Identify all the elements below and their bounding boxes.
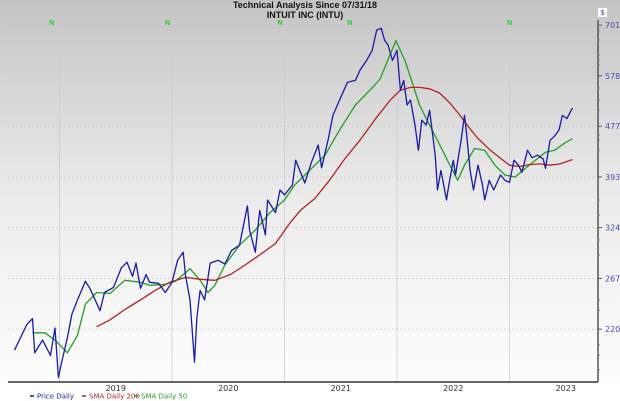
n-marker: N bbox=[277, 20, 282, 27]
legend-label: SMA Daily 50 bbox=[141, 393, 187, 401]
x-tick-label: 2023 bbox=[556, 384, 576, 393]
n-marker: N bbox=[49, 20, 54, 27]
y-tick-label: 267 bbox=[605, 274, 620, 283]
chart-title: Technical Analysis Since 07/31/18 bbox=[233, 0, 377, 10]
n-marker: N bbox=[347, 20, 352, 27]
x-tick-label: 2022 bbox=[443, 384, 463, 393]
series-lines bbox=[13, 27, 574, 379]
legend-label: Price Daily bbox=[37, 393, 74, 401]
y-tick-label: 701 bbox=[605, 21, 620, 30]
n-marker: N bbox=[507, 20, 512, 27]
unit-label-box bbox=[598, 8, 607, 17]
y-tick-label: 220 bbox=[605, 325, 620, 334]
y-ticks: 220 267 324 393 477 578 701 bbox=[598, 21, 620, 371]
y-tick-label: 393 bbox=[605, 173, 620, 182]
gridlines bbox=[8, 20, 598, 382]
x-tick-label: 2021 bbox=[331, 384, 351, 393]
legend: Price Daily SMA Daily 200 SMA Daily 50 bbox=[30, 393, 187, 401]
legend-label: SMA Daily 200 bbox=[89, 393, 140, 401]
series-line-sma-daily-200 bbox=[96, 86, 573, 328]
n-marker: N bbox=[165, 20, 170, 27]
y-tick-label: 578 bbox=[605, 72, 620, 81]
chart-subtitle: INTUIT INC (INTU) bbox=[267, 10, 344, 20]
y-axis-unit-label: $ bbox=[600, 8, 605, 17]
x-ticks: 2019 2020 2021 2022 2023 bbox=[106, 384, 576, 393]
series-line-price-daily bbox=[13, 27, 574, 379]
x-tick-label: 2020 bbox=[218, 384, 238, 393]
y-tick-label: 324 bbox=[605, 224, 620, 233]
x-tick-label: 2019 bbox=[106, 384, 126, 393]
y-tick-label: 477 bbox=[605, 122, 620, 131]
